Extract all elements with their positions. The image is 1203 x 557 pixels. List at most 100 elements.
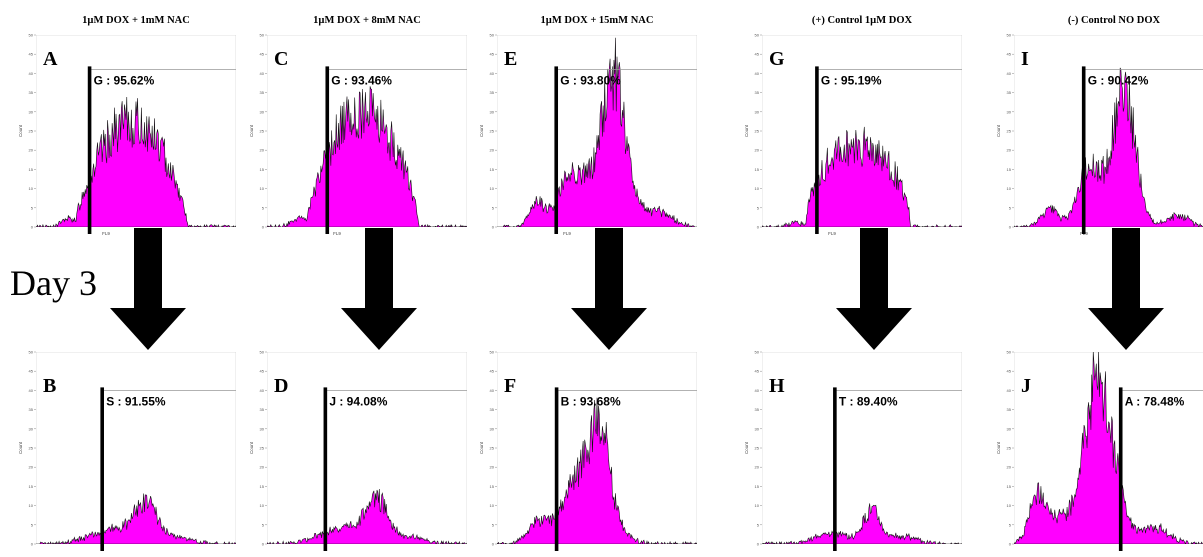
y-tick-label: 0 [31, 225, 34, 230]
histogram-panel-F: 0 5 10 15 20 25 30 35 40 45 50 Count B : 93.68% F [479, 350, 697, 551]
plot-frame [762, 352, 962, 544]
y-tick-label: 25 [755, 446, 760, 451]
y-tick-label: 20 [29, 148, 34, 153]
y-tick-label: 15 [260, 484, 265, 489]
y-tick-label: 25 [755, 129, 760, 134]
histogram-panel-G: 0 5 10 15 20 25 30 35 40 45 50 Count FL9 G : 95.19% G (… [744, 15, 962, 236]
gate-marker [554, 66, 559, 235]
y-tick-label: 30 [29, 426, 34, 431]
y-tick-label: 0 [31, 542, 34, 547]
y-tick-label: 45 [29, 52, 34, 57]
y-tick-label: 40 [1007, 388, 1012, 393]
gate-marker [87, 66, 92, 235]
y-tick-label: 40 [260, 71, 265, 76]
panel-letter: B [43, 375, 56, 397]
histogram-panel-E: 0 5 10 15 20 25 30 35 40 45 50 Count FL9 G : 93.80% E 1… [479, 15, 697, 236]
gate-marker [554, 387, 559, 551]
y-tick-label: 15 [490, 167, 495, 172]
panel-letter: C [274, 48, 288, 70]
y-tick-label: 40 [29, 71, 34, 76]
histogram-series [267, 86, 467, 227]
gate-marker [1081, 66, 1086, 235]
x-axis-label: FL9 [828, 231, 836, 236]
y-axis-label: Count [744, 441, 749, 454]
y-tick-label: 40 [29, 388, 34, 393]
y-tick-label: 45 [755, 52, 760, 57]
y-tick-label: 15 [755, 484, 760, 489]
gate-label: S : 91.55% [106, 394, 166, 408]
column-title: 1µM DOX + 1mM NAC [82, 15, 190, 26]
histogram-panel-J: 0 5 10 15 20 25 30 35 40 45 50 Count A : 78.48% J [996, 350, 1203, 551]
panel-letter: F [504, 375, 516, 397]
y-tick-label: 25 [1007, 129, 1012, 134]
y-tick-label: 15 [260, 167, 265, 172]
down-arrow [836, 228, 912, 350]
gate-label: B : 93.68% [561, 394, 621, 408]
y-tick-label: 5 [492, 205, 495, 210]
histogram-series [267, 489, 467, 544]
day-3-label: Day 3 [10, 263, 97, 303]
panel-letter: G [769, 48, 785, 70]
y-tick-label: 45 [260, 369, 265, 374]
y-tick-label: 50 [490, 33, 495, 38]
histogram-panel-H: 0 5 10 15 20 25 30 35 40 45 50 Count T : 89.40% H [744, 350, 962, 551]
column-title: 1µM DOX + 8mM NAC [313, 15, 421, 26]
y-axis-label: Count [249, 124, 254, 137]
y-tick-label: 5 [757, 522, 760, 527]
y-tick-label: 20 [490, 148, 495, 153]
panel-letter: D [274, 375, 288, 397]
gate-label: J : 94.08% [329, 394, 387, 408]
y-tick-label: 35 [29, 407, 34, 412]
y-tick-label: 10 [260, 503, 265, 508]
y-tick-label: 25 [490, 446, 495, 451]
histogram-series [1014, 67, 1203, 227]
histogram-panel-C: 0 5 10 15 20 25 30 35 40 45 50 Count FL9 G : 93.46% C 1… [249, 15, 467, 236]
y-tick-label: 10 [490, 503, 495, 508]
histogram-series [1014, 352, 1203, 544]
histogram-series [762, 126, 962, 227]
y-tick-label: 10 [755, 503, 760, 508]
histogram-series [497, 397, 697, 544]
y-tick-label: 50 [260, 350, 265, 355]
y-tick-label: 0 [757, 542, 760, 547]
gate-marker [833, 387, 837, 551]
y-axis-label: Count [249, 441, 254, 454]
y-tick-label: 30 [1007, 109, 1012, 114]
gate-label: G : 93.80% [560, 73, 621, 87]
y-tick-label: 25 [260, 446, 265, 451]
gate-marker [325, 66, 330, 235]
y-tick-label: 10 [755, 186, 760, 191]
panel-letter: A [43, 48, 58, 70]
histogram-panel-D: 0 5 10 15 20 25 30 35 40 45 50 Count J : 94.08% D [249, 350, 467, 551]
y-tick-label: 35 [1007, 407, 1012, 412]
histogram-series [36, 97, 236, 227]
y-tick-label: 15 [29, 167, 34, 172]
gate-marker [1118, 387, 1123, 551]
y-tick-label: 35 [260, 407, 265, 412]
y-tick-label: 20 [260, 148, 265, 153]
y-tick-label: 5 [262, 205, 265, 210]
panel-letter: I [1021, 48, 1029, 70]
y-tick-label: 25 [490, 129, 495, 134]
y-tick-label: 40 [755, 388, 760, 393]
gate-marker [100, 387, 104, 551]
y-tick-label: 30 [260, 109, 265, 114]
y-tick-label: 35 [260, 90, 265, 95]
y-axis-label: Count [996, 124, 1001, 137]
y-axis-label: Count [479, 441, 484, 454]
y-tick-label: 20 [1007, 465, 1012, 470]
histogram-series [762, 503, 962, 544]
y-tick-label: 5 [492, 522, 495, 527]
y-tick-label: 15 [1007, 484, 1012, 489]
down-arrow [571, 228, 647, 350]
panel-letter: H [769, 375, 785, 397]
histogram-series [497, 37, 697, 227]
y-tick-label: 5 [757, 205, 760, 210]
down-arrow [1088, 228, 1164, 350]
y-tick-label: 50 [29, 350, 34, 355]
y-tick-label: 30 [490, 109, 495, 114]
y-tick-label: 15 [755, 167, 760, 172]
y-tick-label: 0 [1009, 225, 1012, 230]
y-tick-label: 35 [755, 407, 760, 412]
